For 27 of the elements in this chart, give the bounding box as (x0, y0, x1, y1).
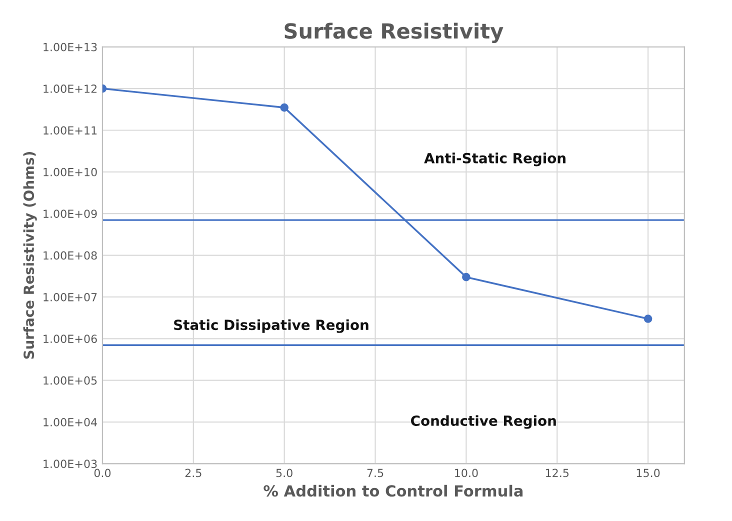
y-tick-label: 1.00E+05 (44, 376, 97, 385)
chart-title: Surface Resistivity (284, 22, 504, 44)
y-tick-label: 1.00E+03 (44, 460, 97, 468)
y-tick-label: 1.00E+08 (44, 251, 97, 260)
x-tick-label: 0.0 (94, 468, 111, 478)
x-tick-label: 2.5 (185, 468, 202, 478)
annotation: Conductive Region (411, 415, 556, 429)
y-tick-label: 1.00E+10 (44, 168, 97, 176)
annotation: Static Dissipative Region (174, 319, 368, 333)
point (462, 272, 470, 282)
point (644, 314, 652, 323)
y-tick-label: 1.00E+13 (44, 42, 97, 52)
x-tick-label: 5.0 (276, 468, 292, 478)
x-tick-label: 12.5 (546, 468, 569, 478)
x-tick-label: 15.0 (636, 468, 660, 478)
x-tick-label: 10.0 (455, 468, 478, 478)
y-tick-label: 1.00E+09 (44, 210, 97, 218)
annotation: Anti-Static Region (424, 152, 566, 166)
x-tick-label: 7.5 (367, 468, 384, 478)
y-tick-label: 1.00E+07 (44, 292, 97, 302)
point (280, 103, 289, 112)
y-tick-label: 1.00E+12 (44, 84, 97, 93)
y-tick-label: 1.00E+11 (44, 126, 97, 135)
y-axis-title: Surface Resistivity (Ohms) (23, 152, 37, 359)
y-tick-label: 1.00E+04 (44, 418, 97, 426)
x-axis-title: % Addition to Control Formula (264, 484, 523, 497)
y-tick-label: 1.00E+06 (44, 334, 97, 344)
